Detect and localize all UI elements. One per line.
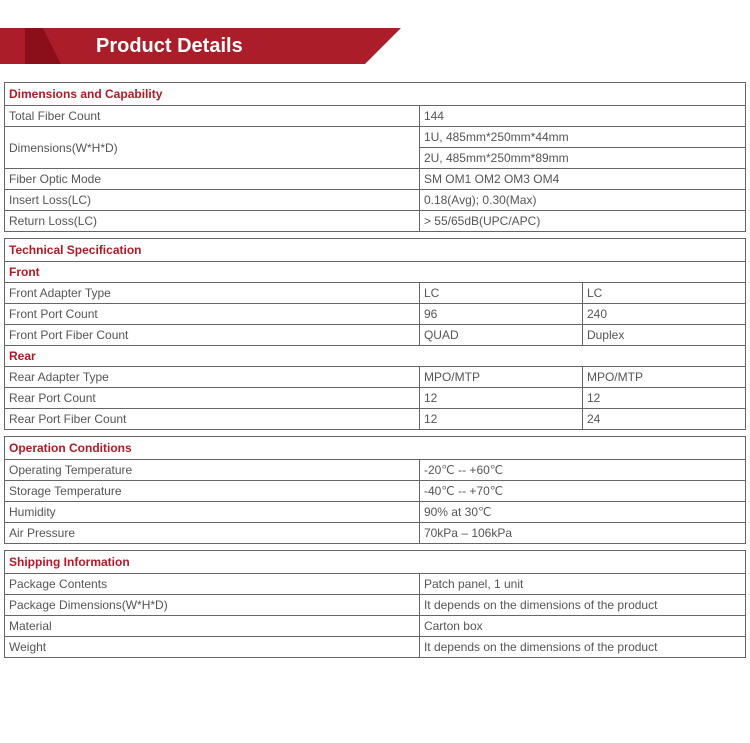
cell-label: Rear Port Count	[5, 388, 420, 409]
cell-label: Package Dimensions(W*H*D)	[5, 595, 420, 616]
table-row: Rear Adapter Type MPO/MTP MPO/MTP	[5, 367, 746, 388]
cell-value: Carton box	[419, 616, 745, 637]
cell-value: 12	[419, 409, 582, 430]
cell-value: LC	[582, 283, 745, 304]
table-row: Front Adapter Type LC LC	[5, 283, 746, 304]
cell-value: It depends on the dimensions of the prod…	[419, 595, 745, 616]
cell-label: Total Fiber Count	[5, 106, 420, 127]
cell-label: Material	[5, 616, 420, 637]
cell-value: LC	[419, 283, 582, 304]
cell-value: QUAD	[419, 325, 582, 346]
cell-value: 0.18(Avg); 0.30(Max)	[419, 190, 745, 211]
table-row: Front Port Count 96 240	[5, 304, 746, 325]
content-area: Dimensions and Capability Total Fiber Co…	[0, 82, 750, 668]
cell-value: 70kPa – 106kPa	[419, 523, 745, 544]
section-header-dimensions: Dimensions and Capability	[4, 82, 746, 105]
cell-label: Storage Temperature	[5, 481, 420, 502]
cell-value: -40℃ -- +70℃	[419, 481, 745, 502]
cell-label: Dimensions(W*H*D)	[5, 127, 420, 169]
cell-value: MPO/MTP	[419, 367, 582, 388]
table-row: Air Pressure 70kPa – 106kPa	[5, 523, 746, 544]
sub-header-rear: Rear	[5, 346, 746, 367]
cell-label: Operating Temperature	[5, 460, 420, 481]
cell-value: MPO/MTP	[582, 367, 745, 388]
cell-label: Rear Adapter Type	[5, 367, 420, 388]
cell-label: Return Loss(LC)	[5, 211, 420, 232]
cell-value: 12	[582, 388, 745, 409]
cell-label: Front Port Count	[5, 304, 420, 325]
cell-label: Air Pressure	[5, 523, 420, 544]
table-row: Dimensions(W*H*D) 1U, 485mm*250mm*44mm	[5, 127, 746, 148]
table-row: Humidity 90% at 30℃	[5, 502, 746, 523]
cell-value: It depends on the dimensions of the prod…	[419, 637, 745, 658]
cell-value: 1U, 485mm*250mm*44mm	[419, 127, 745, 148]
cell-value: 24	[582, 409, 745, 430]
cell-label: Front Adapter Type	[5, 283, 420, 304]
cell-value: 96	[419, 304, 582, 325]
cell-label: Weight	[5, 637, 420, 658]
cell-value: 2U, 485mm*250mm*89mm	[419, 148, 745, 169]
table-row: Rear Port Count 12 12	[5, 388, 746, 409]
cell-label: Front Port Fiber Count	[5, 325, 420, 346]
sub-header-front: Front	[5, 262, 746, 283]
table-row: Return Loss(LC) > 55/65dB(UPC/APC)	[5, 211, 746, 232]
table-row: Rear	[5, 346, 746, 367]
table-row: Total Fiber Count 144	[5, 106, 746, 127]
cell-value: -20℃ -- +60℃	[419, 460, 745, 481]
table-operation-conditions: Operating Temperature -20℃ -- +60℃ Stora…	[4, 459, 746, 544]
banner-accent	[25, 28, 43, 64]
cell-label: Insert Loss(LC)	[5, 190, 420, 211]
section-header-techspec: Technical Specification	[4, 238, 746, 261]
section-header-operation: Operation Conditions	[4, 436, 746, 459]
table-row: Material Carton box	[5, 616, 746, 637]
title-banner-wrap: Product Details	[0, 0, 750, 82]
section-header-shipping: Shipping Information	[4, 550, 746, 573]
cell-label: Package Contents	[5, 574, 420, 595]
table-row: Weight It depends on the dimensions of t…	[5, 637, 746, 658]
cell-label: Fiber Optic Mode	[5, 169, 420, 190]
table-row: Fiber Optic Mode SM OM1 OM2 OM3 OM4	[5, 169, 746, 190]
cell-value: SM OM1 OM2 OM3 OM4	[419, 169, 745, 190]
table-row: Insert Loss(LC) 0.18(Avg); 0.30(Max)	[5, 190, 746, 211]
table-row: Storage Temperature -40℃ -- +70℃	[5, 481, 746, 502]
cell-label: Humidity	[5, 502, 420, 523]
cell-value: 12	[419, 388, 582, 409]
cell-value: 144	[419, 106, 745, 127]
table-dimensions-capability: Total Fiber Count 144 Dimensions(W*H*D) …	[4, 105, 746, 232]
table-row: Front Port Fiber Count QUAD Duplex	[5, 325, 746, 346]
cell-value: > 55/65dB(UPC/APC)	[419, 211, 745, 232]
cell-value: Patch panel, 1 unit	[419, 574, 745, 595]
cell-label: Rear Port Fiber Count	[5, 409, 420, 430]
table-technical-specification: Front Front Adapter Type LC LC Front Por…	[4, 261, 746, 430]
cell-value: 240	[582, 304, 745, 325]
cell-value: 90% at 30℃	[419, 502, 745, 523]
table-row: Operating Temperature -20℃ -- +60℃	[5, 460, 746, 481]
title-banner: Product Details	[0, 28, 365, 64]
table-shipping-information: Package Contents Patch panel, 1 unit Pac…	[4, 573, 746, 658]
table-row: Rear Port Fiber Count 12 24	[5, 409, 746, 430]
table-row: Package Contents Patch panel, 1 unit	[5, 574, 746, 595]
table-row: Package Dimensions(W*H*D) It depends on …	[5, 595, 746, 616]
table-row: Front	[5, 262, 746, 283]
cell-value: Duplex	[582, 325, 745, 346]
